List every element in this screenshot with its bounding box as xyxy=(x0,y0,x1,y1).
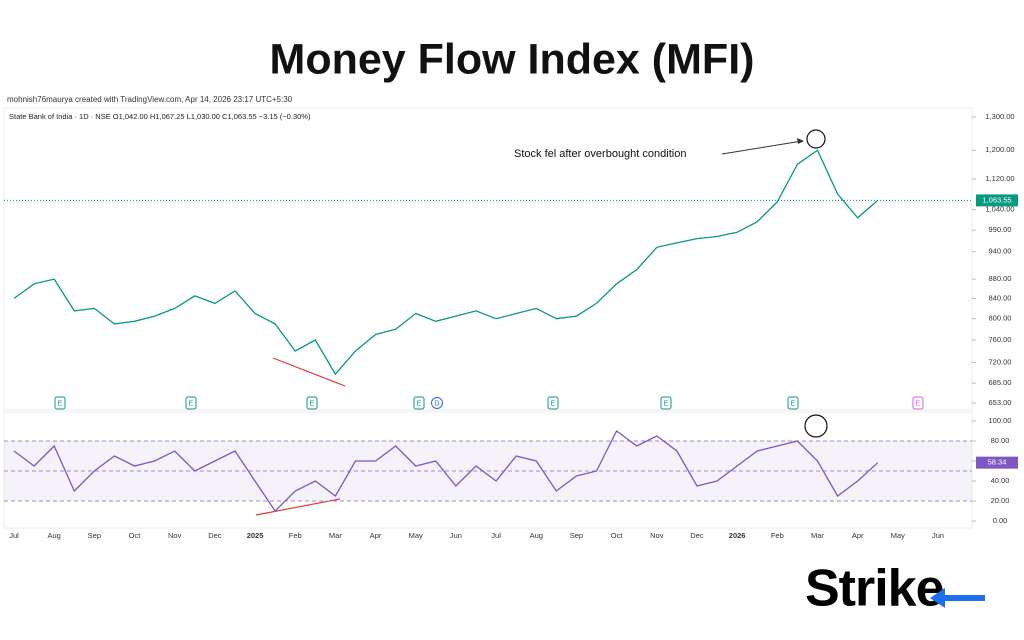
x-tick-label: May xyxy=(891,531,905,540)
event-label: E xyxy=(791,400,796,407)
y-tick-label: 760.00 xyxy=(989,335,1012,344)
x-tick-label: Sep xyxy=(570,531,583,540)
series-line xyxy=(13,430,879,513)
last-value-label: 1,063.55 xyxy=(982,195,1011,204)
y-tick-label: 1,120.00 xyxy=(985,174,1014,183)
y-tick-label: 100.00 xyxy=(989,416,1012,425)
event-icon xyxy=(431,397,443,409)
y-tick-label: 685.00 xyxy=(989,378,1012,387)
event-icon xyxy=(547,396,559,410)
event-icon xyxy=(912,396,924,410)
event-icon xyxy=(54,396,66,410)
event-label: E xyxy=(310,400,315,407)
event-icon xyxy=(660,396,672,410)
y-tick-label: 840.00 xyxy=(989,293,1012,302)
annotation-arrow xyxy=(721,140,803,155)
x-tick-label: Jul xyxy=(9,531,19,540)
event-label: D xyxy=(434,400,439,407)
series-line xyxy=(13,149,879,376)
y-tick-label: 940.00 xyxy=(989,247,1012,256)
event-label: E xyxy=(551,400,556,407)
x-tick-label: Sep xyxy=(88,531,101,540)
price-pane xyxy=(3,107,973,411)
x-tick-label: Oct xyxy=(611,531,624,540)
event-icon xyxy=(185,396,197,410)
last-value-box xyxy=(976,194,1018,207)
x-tick-label: Jul xyxy=(491,531,501,540)
y-tick-label: 653.00 xyxy=(989,398,1012,407)
y-tick-label: 800.00 xyxy=(989,314,1012,323)
last-value-box xyxy=(976,456,1018,469)
event-icon xyxy=(413,396,425,410)
x-tick-label: Dec xyxy=(208,531,222,540)
x-tick-label: Mar xyxy=(811,531,824,540)
x-tick-label: Aug xyxy=(47,531,60,540)
divergence-line xyxy=(255,498,341,516)
mfi-pane xyxy=(3,411,973,529)
x-tick-label: Feb xyxy=(289,531,302,540)
y-tick-label: 0.00 xyxy=(993,516,1008,525)
credit: mohnish76maurya created with TradingView… xyxy=(7,95,293,104)
x-tick-label: Oct xyxy=(129,531,142,540)
x-tick-label: Dec xyxy=(690,531,704,540)
highlight-circle xyxy=(806,129,826,149)
x-tick-label: 2025 xyxy=(247,531,264,540)
y-tick-label: 1,300.00 xyxy=(985,112,1014,121)
annotation: Stock fel after overbought condition xyxy=(514,148,686,160)
x-tick-label: Nov xyxy=(168,531,182,540)
x-tick-label: 2026 xyxy=(729,531,746,540)
logo: Strike xyxy=(805,560,985,618)
x-tick-label: Aug xyxy=(530,531,543,540)
event-label: E xyxy=(417,400,422,407)
y-tick-label: 1,200.00 xyxy=(985,145,1014,154)
x-tick-label: Mar xyxy=(329,531,342,540)
y-tick-label: 720.00 xyxy=(989,357,1012,366)
y-tick-label: 880.00 xyxy=(989,274,1012,283)
x-tick-label: May xyxy=(409,531,423,540)
y-tick-label: 40.00 xyxy=(991,476,1010,485)
y-tick-label: 990.00 xyxy=(989,225,1012,234)
x-tick-label: Jun xyxy=(932,531,944,540)
x-tick-label: Feb xyxy=(771,531,784,540)
x-tick-label: Apr xyxy=(852,531,864,540)
y-tick-label: 80.00 xyxy=(991,436,1010,445)
event-label: E xyxy=(189,400,194,407)
x-tick-label: Nov xyxy=(650,531,664,540)
highlight-circle xyxy=(804,414,828,438)
event-icon xyxy=(306,396,318,410)
y-tick-label: 1,040.00 xyxy=(985,205,1014,214)
x-tick-label: Jun xyxy=(450,531,462,540)
arrow-head xyxy=(797,138,804,144)
event-label: E xyxy=(664,400,669,407)
legend-text: State Bank of India · 1D · NSE O1,042.00… xyxy=(9,112,311,121)
last-value-label: 58.34 xyxy=(988,458,1007,467)
x-tick-label: Apr xyxy=(370,531,382,540)
logo-text: Strike xyxy=(805,560,944,618)
divergence-line xyxy=(272,357,346,387)
y-tick-label: 20.00 xyxy=(991,496,1010,505)
event-label: E xyxy=(58,400,63,407)
event-icon xyxy=(787,396,799,410)
event-label: E xyxy=(916,400,921,407)
page-title: Money Flow Index (MFI) xyxy=(270,35,755,83)
logo-arrow-head xyxy=(930,588,945,608)
